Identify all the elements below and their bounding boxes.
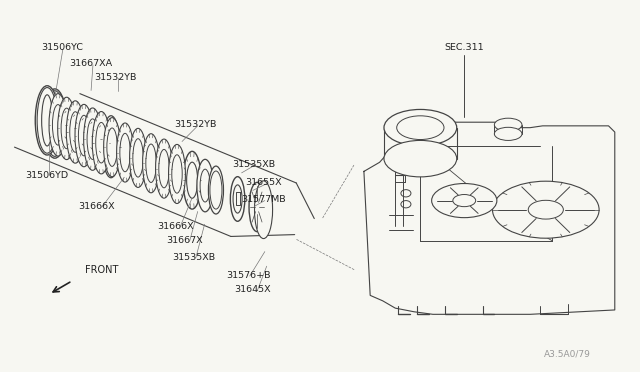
Ellipse shape bbox=[96, 122, 107, 163]
Ellipse shape bbox=[61, 108, 72, 149]
Text: 31532YB: 31532YB bbox=[175, 119, 217, 128]
Ellipse shape bbox=[249, 182, 265, 232]
Ellipse shape bbox=[233, 185, 242, 213]
Ellipse shape bbox=[187, 162, 198, 198]
Ellipse shape bbox=[494, 127, 522, 141]
Ellipse shape bbox=[453, 195, 476, 207]
Ellipse shape bbox=[133, 139, 143, 177]
Ellipse shape bbox=[49, 94, 67, 156]
Text: 31532YB: 31532YB bbox=[94, 73, 136, 82]
Ellipse shape bbox=[200, 169, 210, 202]
Text: 31666X: 31666X bbox=[79, 202, 115, 211]
Ellipse shape bbox=[52, 105, 63, 145]
Ellipse shape bbox=[168, 144, 186, 203]
Ellipse shape bbox=[172, 155, 182, 193]
Ellipse shape bbox=[45, 91, 65, 156]
Text: 31667X: 31667X bbox=[166, 236, 203, 245]
Ellipse shape bbox=[384, 140, 457, 177]
Ellipse shape bbox=[87, 119, 98, 159]
Ellipse shape bbox=[209, 166, 223, 214]
Ellipse shape bbox=[494, 118, 522, 131]
Text: FRONT: FRONT bbox=[85, 265, 118, 275]
Ellipse shape bbox=[143, 134, 159, 193]
Ellipse shape bbox=[159, 150, 169, 188]
Ellipse shape bbox=[107, 128, 117, 166]
Text: 31666X: 31666X bbox=[157, 222, 193, 231]
Ellipse shape bbox=[67, 101, 84, 163]
Text: SEC.311: SEC.311 bbox=[444, 43, 484, 52]
Ellipse shape bbox=[156, 139, 172, 198]
Ellipse shape bbox=[183, 151, 201, 209]
Ellipse shape bbox=[120, 133, 131, 172]
Ellipse shape bbox=[84, 108, 102, 170]
Text: 31667XA: 31667XA bbox=[69, 60, 112, 68]
Ellipse shape bbox=[102, 116, 120, 178]
Ellipse shape bbox=[116, 123, 134, 182]
Ellipse shape bbox=[49, 98, 60, 149]
Polygon shape bbox=[364, 122, 615, 314]
Ellipse shape bbox=[255, 181, 273, 238]
Ellipse shape bbox=[37, 87, 57, 153]
Ellipse shape bbox=[79, 115, 90, 156]
Ellipse shape bbox=[43, 89, 67, 158]
Text: 31535XB: 31535XB bbox=[173, 253, 216, 262]
Ellipse shape bbox=[92, 112, 110, 174]
Text: 31655X: 31655X bbox=[244, 178, 282, 187]
Text: 31506YC: 31506YC bbox=[41, 43, 83, 52]
Ellipse shape bbox=[35, 86, 59, 155]
Ellipse shape bbox=[528, 200, 563, 219]
Ellipse shape bbox=[384, 109, 457, 146]
Text: 31576+B: 31576+B bbox=[226, 271, 271, 280]
Ellipse shape bbox=[70, 112, 81, 152]
Ellipse shape bbox=[431, 183, 497, 218]
Ellipse shape bbox=[197, 159, 213, 212]
Ellipse shape bbox=[146, 144, 156, 182]
Ellipse shape bbox=[58, 97, 76, 160]
Text: 31506YD: 31506YD bbox=[25, 171, 68, 180]
Text: A3.5A0/79: A3.5A0/79 bbox=[544, 350, 591, 359]
Text: 31577MB: 31577MB bbox=[242, 195, 286, 204]
Ellipse shape bbox=[130, 128, 147, 187]
Ellipse shape bbox=[493, 181, 599, 238]
Ellipse shape bbox=[397, 116, 444, 140]
Ellipse shape bbox=[210, 171, 222, 209]
Ellipse shape bbox=[42, 95, 52, 146]
Ellipse shape bbox=[255, 201, 259, 213]
Ellipse shape bbox=[230, 177, 245, 221]
Text: 31535XB: 31535XB bbox=[232, 160, 275, 169]
Ellipse shape bbox=[104, 118, 120, 177]
Text: 31645X: 31645X bbox=[234, 285, 271, 294]
Ellipse shape bbox=[75, 105, 93, 167]
